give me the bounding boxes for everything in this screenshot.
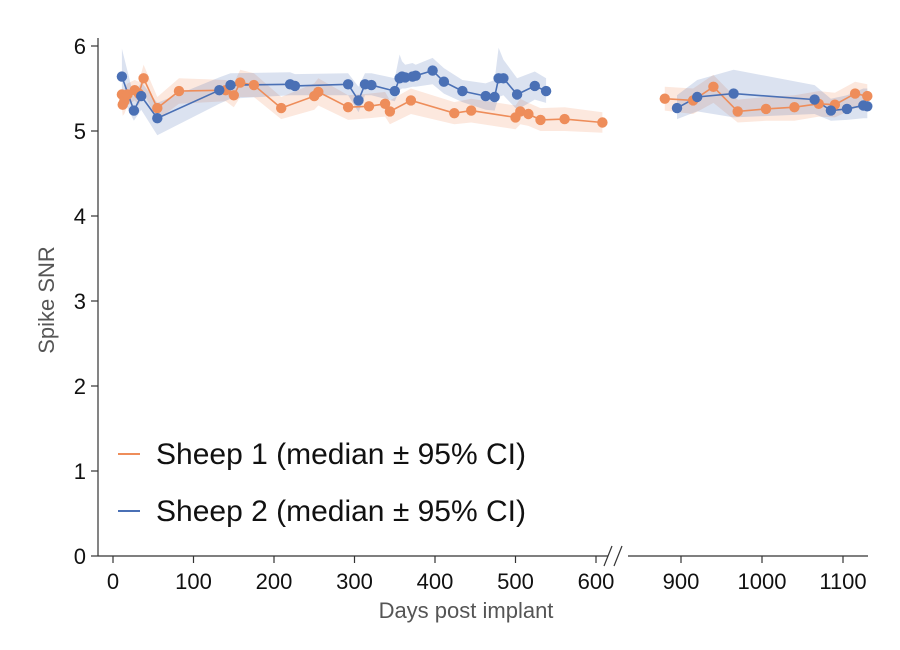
x-tick-label: 500: [497, 569, 534, 594]
x-tick-label: 200: [256, 569, 293, 594]
data-point-sheep1: [449, 108, 460, 119]
axis-break-mark: [603, 545, 613, 567]
y-tick-label: 1: [74, 459, 86, 484]
data-point-sheep2: [862, 101, 873, 112]
data-point-sheep1: [235, 77, 246, 88]
y-tick-label: 6: [74, 34, 86, 59]
data-point-sheep2: [809, 94, 820, 105]
y-tick-label: 5: [74, 119, 86, 144]
axis-break-mark: [613, 545, 623, 567]
data-point-sheep1: [789, 102, 800, 113]
data-point-sheep1: [173, 85, 185, 97]
y-tick-label: 4: [74, 204, 86, 229]
data-point-sheep2: [342, 79, 354, 90]
tick-labels: 0 1 2 3 4 5 6 0 100 200 300 400 500 600 900 1000 1100: [74, 34, 867, 594]
data-point-sheep2: [841, 103, 853, 115]
x-tick-label: 400: [417, 569, 454, 594]
median-line-sheep1-seg2: [664, 85, 868, 113]
data-point-sheep1: [228, 90, 239, 101]
data-point-sheep2: [671, 102, 683, 114]
data-point-sheep1: [313, 86, 324, 98]
legend-label-sheep1: Sheep 1 (median ± 95% CI): [156, 438, 526, 471]
x-tick-label: 100: [175, 569, 212, 594]
data-point-sheep2: [489, 91, 500, 103]
data-point-sheep2: [116, 71, 128, 82]
data-point-sheep2: [825, 105, 837, 116]
data-point-sheep2: [498, 73, 509, 84]
data-point-sheep1: [248, 79, 260, 91]
data-point-sheep2: [136, 90, 147, 102]
data-point-sheep1: [849, 88, 861, 99]
data-point-sheep1: [732, 106, 743, 117]
data-point-sheep2: [457, 85, 468, 97]
x-tick-label: 900: [663, 569, 700, 594]
data-point-sheep2: [128, 105, 140, 116]
data-point-sheep2: [692, 91, 703, 103]
x-axis-title: Days post implant: [379, 598, 554, 623]
data-point-sheep1: [659, 93, 670, 104]
data-point-sheep1: [152, 102, 163, 114]
data-point-sheep1: [760, 103, 772, 115]
data-point-sheep1: [523, 108, 534, 120]
data-point-sheep1: [363, 101, 375, 112]
x-tick-label: 0: [107, 569, 119, 594]
data-point-sheep2: [389, 85, 400, 97]
x-tick-label: 1100: [819, 569, 866, 594]
data-point-sheep1: [862, 90, 873, 102]
axes: [91, 38, 868, 567]
y-tick-label: 2: [74, 374, 86, 399]
data-point-sheep2: [480, 90, 491, 102]
y-tick-label: 3: [74, 289, 86, 314]
data-point-sheep2: [529, 80, 540, 92]
data-point-sheep1: [342, 102, 354, 113]
series-points: [116, 65, 873, 128]
data-point-sheep2: [410, 70, 421, 81]
data-point-sheep2: [152, 113, 163, 124]
data-point-sheep1: [466, 105, 477, 116]
data-point-sheep2: [353, 95, 364, 106]
data-point-sheep2: [289, 80, 301, 92]
x-tick-label: 1000: [738, 569, 787, 594]
legend: Sheep 1 (median ± 95% CI) Sheep 2 (media…: [118, 438, 526, 528]
data-point-sheep1: [405, 95, 417, 106]
ci-band-sheep2-seg1: [121, 47, 547, 136]
legend-label-sheep2: Sheep 2 (median ± 95% CI): [156, 495, 526, 528]
data-point-sheep2: [366, 79, 377, 91]
data-point-sheep1: [384, 106, 396, 117]
data-point-sheep1: [559, 113, 570, 125]
data-point-sheep2: [214, 85, 225, 96]
x-tick-label: 600: [578, 569, 615, 594]
data-point-sheep1: [276, 102, 287, 114]
data-point-sheep2: [427, 65, 438, 76]
y-axis-title: Spike SNR: [34, 246, 59, 354]
data-point-sheep2: [728, 88, 739, 99]
data-point-sheep1: [597, 117, 608, 128]
data-point-sheep1: [379, 98, 391, 110]
x-tick-label: 300: [336, 569, 373, 594]
data-point-sheep2: [540, 85, 552, 97]
data-point-sheep2: [225, 79, 236, 91]
data-point-sheep1: [515, 106, 526, 117]
data-point-sheep2: [438, 76, 450, 87]
data-point-sheep1: [138, 73, 149, 84]
y-tick-label: 0: [74, 544, 86, 569]
data-point-sheep1: [708, 81, 719, 93]
data-point-sheep2: [511, 89, 523, 100]
data-point-sheep1: [535, 114, 546, 126]
